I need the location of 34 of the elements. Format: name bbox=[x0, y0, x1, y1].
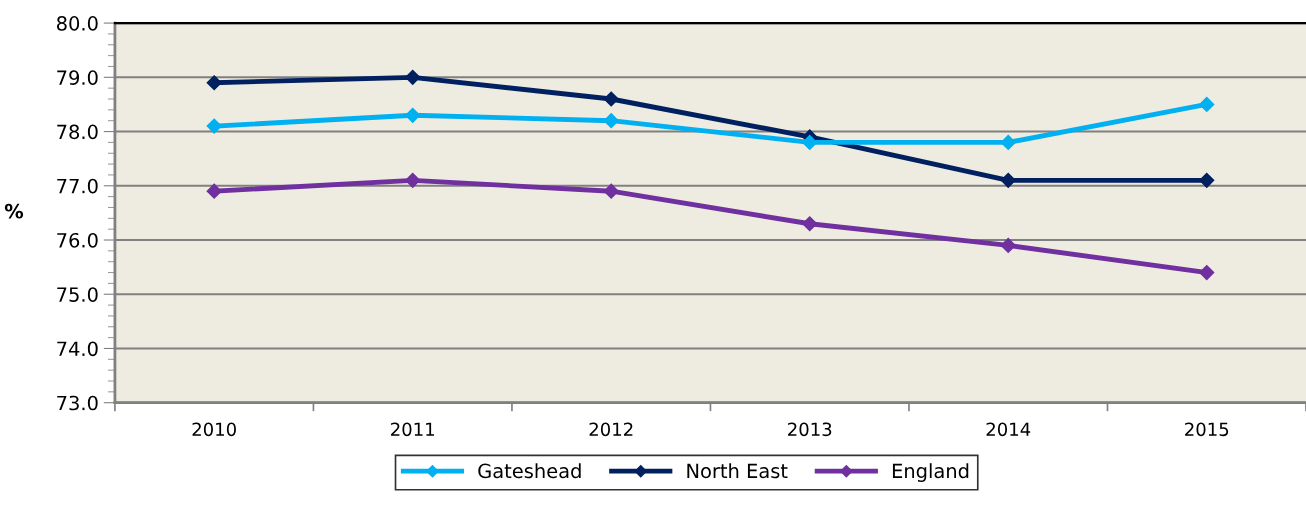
point bbox=[405, 172, 421, 188]
x-tick-label: 2011 bbox=[391, 422, 434, 437]
y-tick-label: 77.0 bbox=[57, 178, 98, 194]
y-tick-label: 75.0 bbox=[57, 287, 98, 302]
point bbox=[1199, 264, 1215, 281]
point bbox=[1000, 134, 1016, 150]
x-tick-label: 2012 bbox=[589, 422, 633, 437]
point bbox=[1199, 96, 1215, 113]
y-tick-label: 76.0 bbox=[57, 232, 98, 248]
point bbox=[206, 183, 222, 199]
point bbox=[802, 216, 818, 232]
x-tick-label: 2015 bbox=[1185, 422, 1229, 437]
x-tick-label: 2013 bbox=[788, 422, 832, 437]
point bbox=[206, 118, 222, 134]
y-tick-label: 74.0 bbox=[57, 341, 98, 357]
point bbox=[603, 183, 619, 199]
point bbox=[802, 134, 818, 150]
legend-label: North East bbox=[687, 463, 788, 479]
y-tick-label: 73.0 bbox=[57, 395, 98, 411]
y-tick-label: 80.0 bbox=[56, 16, 98, 31]
legend-label: Gateshead bbox=[478, 463, 581, 479]
x-tick-label: 2010 bbox=[192, 422, 236, 437]
point bbox=[1199, 172, 1215, 188]
point bbox=[1000, 172, 1016, 188]
point bbox=[1000, 237, 1016, 254]
point bbox=[603, 113, 619, 129]
y-tick-label: 79.0 bbox=[57, 70, 98, 85]
legend-label: England bbox=[892, 463, 969, 483]
y-axis-title: % bbox=[4, 203, 24, 219]
point bbox=[206, 75, 222, 91]
y-tick-label: 78.0 bbox=[57, 124, 98, 140]
point bbox=[405, 69, 421, 85]
point bbox=[603, 91, 619, 107]
x-tick-label: 2014 bbox=[986, 422, 1031, 437]
